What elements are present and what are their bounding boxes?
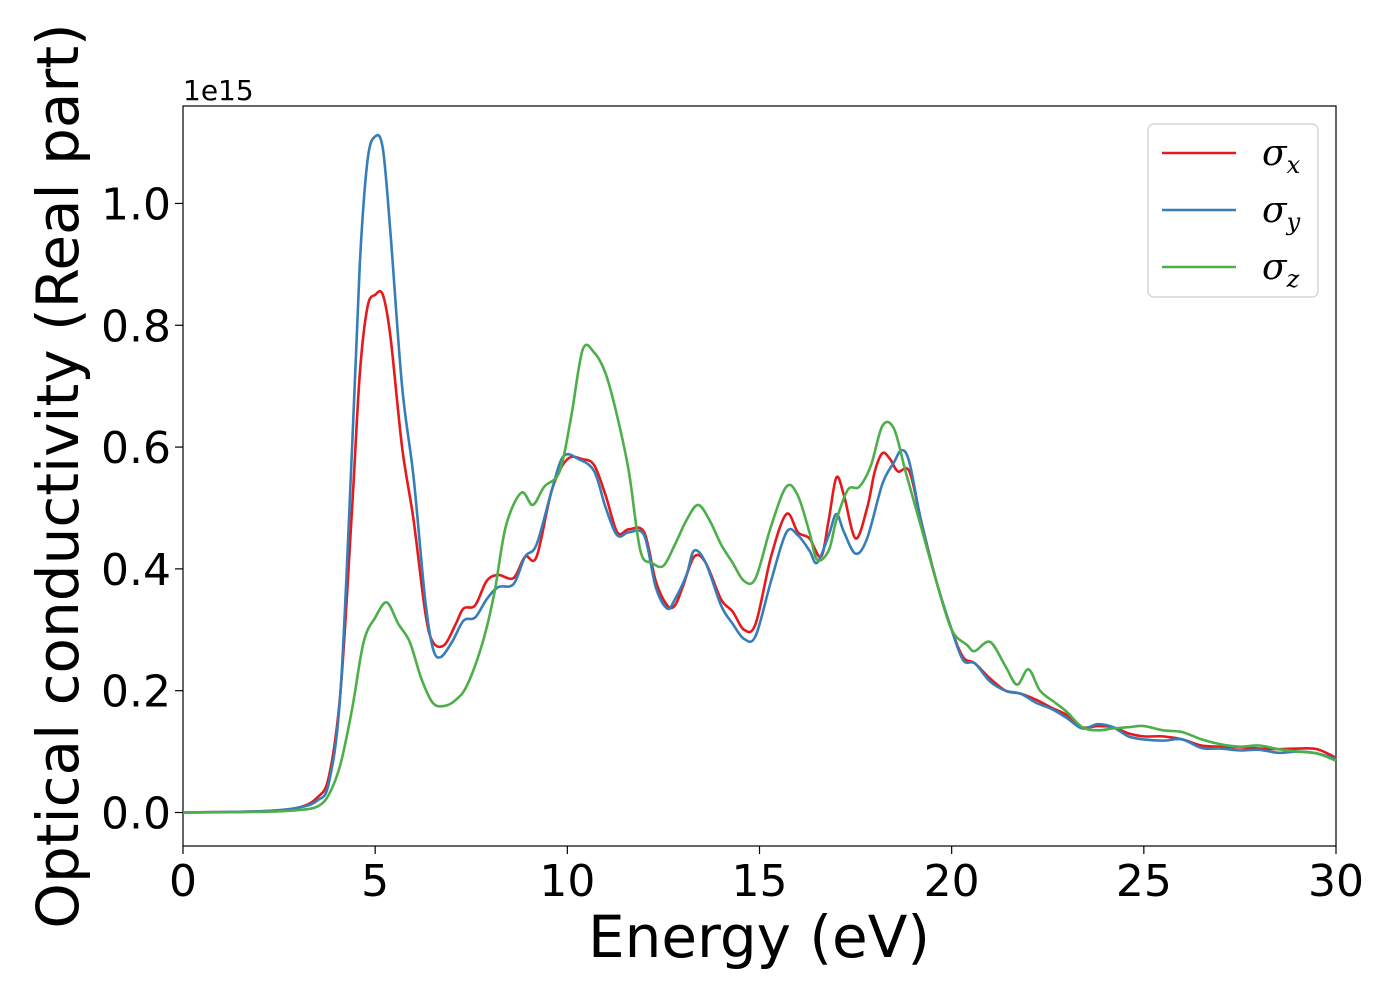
y-tick-label: 0.6 [101, 423, 171, 474]
y-tick-label: 0.4 [101, 545, 171, 596]
y-offset-label: 1e15 [183, 74, 254, 107]
x-axis-label: Energy (eV) [588, 903, 930, 971]
series-line-sigma-y [182, 133, 1337, 814]
legend-label-base: σ [1262, 133, 1288, 174]
x-tick-label: 5 [361, 856, 389, 907]
y-tick-label: 0.0 [101, 789, 171, 840]
series-layer [182, 133, 1337, 814]
legend-label-base: σ [1262, 247, 1288, 288]
x-tick-label: 30 [1308, 856, 1364, 907]
x-tick-label: 0 [169, 856, 197, 907]
series-line-sigma-z [182, 343, 1337, 814]
legend-label-sigma-z: σz [1262, 247, 1300, 293]
x-axis-ticks: 0 5 10 15 20 25 30 [169, 846, 1364, 907]
y-tick-label: 1.0 [101, 179, 171, 230]
legend-label-sigma-x: σx [1262, 133, 1301, 179]
legend-label-base: σ [1262, 190, 1288, 231]
legend-label-subscript: x [1287, 151, 1301, 179]
legend-label-sigma-y: σy [1262, 190, 1301, 236]
legend-label-subscript: z [1286, 265, 1300, 293]
x-tick-label: 20 [924, 856, 980, 907]
y-axis-label: Optical conductivity (Real part) [24, 23, 92, 928]
y-tick-label: 0.2 [101, 667, 171, 718]
y-tick-label: 0.8 [101, 301, 171, 352]
x-tick-label: 10 [539, 856, 595, 907]
x-tick-label: 25 [1116, 856, 1172, 907]
legend-label-subscript: y [1286, 208, 1301, 236]
x-tick-label: 15 [732, 856, 788, 907]
y-axis-ticks: 0.0 0.2 0.4 0.6 0.8 1.0 [101, 179, 183, 840]
